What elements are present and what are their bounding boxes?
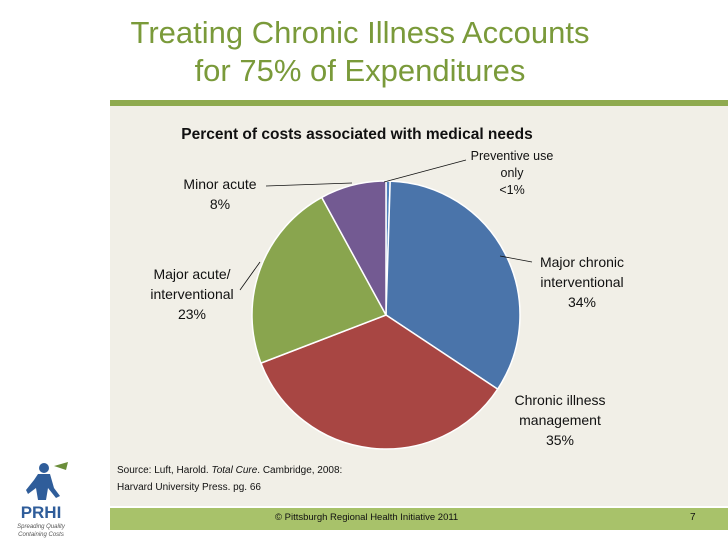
slice-name-label: management — [519, 412, 601, 428]
logo-text: PRHI — [21, 503, 62, 522]
slice-name-label: Chronic illness — [514, 392, 605, 408]
chart-title: Percent of costs associated with medical… — [181, 126, 532, 143]
source-line-2: Harvard University Press. pg. 66 — [117, 482, 261, 493]
logo-tagline-2: Containing Costs — [18, 532, 64, 538]
pie-slice — [320, 180, 387, 316]
logo-tagline-1: Spreading Quality — [17, 524, 66, 530]
slice-value-label: 34% — [568, 294, 596, 310]
slice-name-label: Major acute/ — [153, 266, 230, 282]
pie-slice — [251, 196, 388, 365]
leader-line — [499, 255, 533, 263]
slice-name-label: Preventive use — [471, 149, 554, 163]
title-divider — [110, 100, 728, 106]
slice-value-label: 8% — [210, 196, 230, 212]
slice-label: Minor acute 8% — [183, 176, 256, 212]
slice-name-label: Minor acute — [183, 176, 256, 192]
source-suffix: . Cambridge, 2008: — [257, 465, 343, 476]
slice-label: Major acute/interventional 23% — [150, 266, 233, 322]
slice-value-label: 35% — [546, 432, 574, 448]
title-line-1: Treating Chronic Illness Accounts — [130, 15, 590, 50]
leader-line — [265, 182, 353, 187]
source-book-title: Total Cure — [211, 465, 258, 476]
leader-line — [239, 261, 261, 291]
slice-name-label: only — [501, 166, 525, 180]
slide-title: Treating Chronic Illness Accounts for 75… — [100, 14, 620, 90]
slice-name-label: interventional — [150, 286, 233, 302]
slice-label: Chronic illness management 35% — [514, 392, 605, 448]
slice-name-label: Major chronic — [540, 254, 624, 270]
slice-value-label: 23% — [178, 306, 206, 322]
slide-number: 7 — [690, 512, 696, 523]
footer-copyright: © Pittsburgh Regional Health Initiative … — [275, 512, 459, 523]
source-citation: Source: Luft, Harold. Total Cure. Cambri… — [117, 462, 417, 496]
leader-line — [383, 159, 467, 183]
slice-label: Preventive use only <1% — [471, 149, 554, 197]
slice-name-label: interventional — [540, 274, 623, 290]
source-prefix: Source: Luft, Harold. — [117, 465, 212, 476]
slice-value-label: <1% — [499, 183, 524, 197]
prhi-logo: PRHI Spreading Quality Containing Costs — [8, 458, 74, 540]
footer-bar — [110, 508, 728, 530]
pie-slice — [259, 314, 499, 450]
slice-label: Major chronic interventional 34% — [540, 254, 624, 310]
title-line-2: for 75% of Expenditures — [194, 53, 526, 88]
